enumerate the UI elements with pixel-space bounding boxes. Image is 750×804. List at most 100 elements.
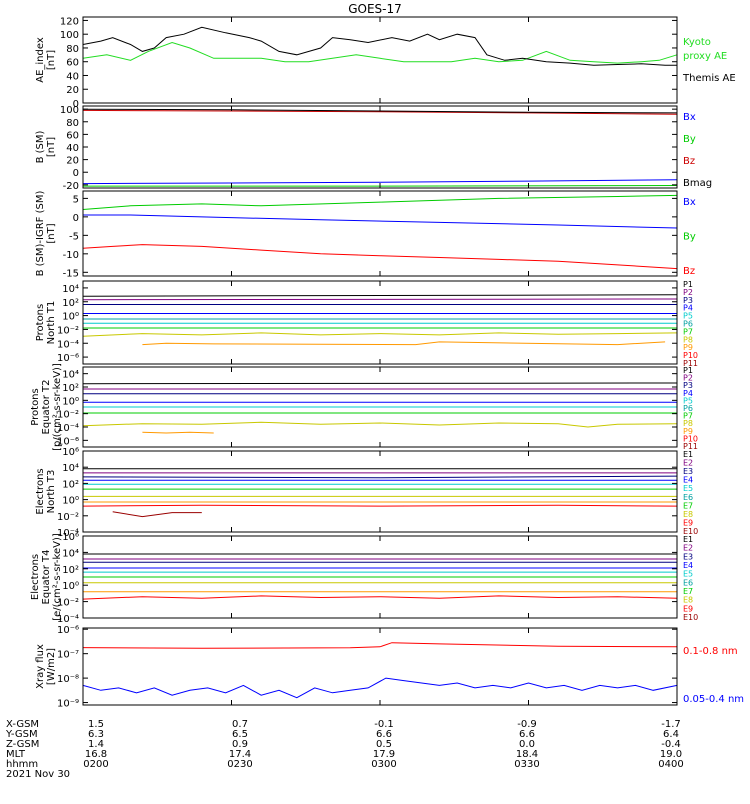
legend-entry: Bx	[683, 112, 696, 123]
legend-entry: E7	[683, 587, 693, 596]
y-axis-label-line: Protons	[30, 388, 41, 425]
panel-frame	[82, 627, 678, 706]
panel-4: 10⁻⁶ 10⁻⁴ 10⁻² 10⁰ 10² 10⁴ ProtonsNorth T1 P1P2…	[35, 280, 698, 368]
legend-entry: E5	[683, 570, 693, 579]
panel-frame	[82, 105, 678, 189]
legend-entry: E7	[683, 501, 693, 510]
y-tick-label: 60	[66, 130, 79, 141]
legend-entry: Bmag	[683, 178, 712, 189]
legend-entry: 0.1-0.8 nm	[683, 646, 738, 657]
y-tick-label: 10⁻²	[57, 598, 79, 609]
legend-entry: E6	[683, 493, 693, 502]
panel-frame	[82, 280, 678, 365]
legend-entry: E10	[683, 613, 698, 622]
y-tick-label: 10⁰	[62, 581, 79, 592]
legend-entry: P1	[683, 366, 693, 375]
y-tick-label: 10⁴	[62, 548, 79, 559]
footer-value: 17.4	[229, 749, 251, 760]
y-tick-label: 20	[66, 156, 79, 167]
series-line-2-3	[82, 109, 678, 115]
y-tick-label: -10	[63, 250, 79, 261]
legend-entry: P8	[683, 419, 693, 428]
footer-value: -0.4	[661, 739, 681, 750]
y-tick-label: 10⁴	[62, 463, 79, 474]
footer-value: 6.6	[519, 729, 535, 740]
series-line-8-1	[82, 642, 678, 649]
legend-entry: By	[683, 134, 696, 145]
footer-value: 0330	[514, 759, 539, 770]
legend-entry: E1	[683, 535, 693, 544]
legend-entry: E10	[683, 527, 698, 536]
legend-entry: P2	[683, 374, 693, 383]
y-tick-label: 10⁻²	[57, 325, 79, 336]
y-tick-label: 10⁴	[62, 370, 79, 381]
y-axis-label-line: [nT]	[46, 137, 57, 157]
y-tick-label: 0	[73, 213, 79, 224]
footer-row-label: X-GSM	[6, 719, 39, 730]
y-axis-label-line: North T1	[46, 301, 57, 345]
legend-entry: Themis AE	[682, 73, 736, 84]
footer-value: 0.9	[232, 739, 248, 750]
series-line-4-8	[82, 332, 678, 337]
legend-entry: Bx	[683, 197, 696, 208]
series-line-4-2	[82, 298, 678, 301]
legend-entry: E2	[683, 544, 693, 553]
legend-entry: By	[683, 232, 696, 243]
y-tick-label: 10⁻²	[57, 512, 79, 523]
y-axis-label: AE_index[nT]	[35, 37, 57, 83]
footer-value: 17.9	[373, 749, 395, 760]
y-tick-label: 10²	[62, 383, 79, 394]
legend-entry: Bz	[683, 266, 695, 277]
y-tick-label: 120	[60, 16, 79, 27]
footer-value: -1.7	[661, 719, 681, 730]
legend-entry: P8	[683, 335, 693, 344]
footer-ephemeris: X-GSM 1.5 0.7 -0.1 -0.9 -1.7 Y-GSM 6.3 6.5 6.6 6.6…	[5, 719, 684, 780]
y-tick-label: 40	[66, 71, 79, 82]
y-tick-label: 10⁻⁹	[57, 699, 79, 710]
y-tick-label: -5	[69, 231, 79, 242]
legend-entry: Kyoto	[683, 37, 711, 48]
y-axis-label: B (SM)[nT]	[35, 130, 57, 163]
series-line-6-3	[82, 475, 678, 479]
y-tick-label: 40	[66, 143, 79, 154]
y-tick-label: 10⁻⁷	[57, 650, 79, 661]
series-line-4-9	[142, 341, 666, 346]
footer-value: 1.5	[88, 719, 104, 730]
legend-entry: E1	[683, 450, 693, 459]
panel-frame	[82, 16, 678, 104]
y-tick-label: 10⁻⁴	[57, 339, 79, 350]
y-axis-label-line: B (SM)-IGRF (SM)	[35, 191, 46, 277]
y-axis-label-line: Equator T2	[41, 380, 52, 435]
series-line-8-2	[82, 677, 678, 699]
y-axis-label-line: [p/(cm²-s-sr-keV)]	[52, 363, 63, 451]
footer-row-label: Y-GSM	[5, 729, 38, 740]
y-axis-label-line: North T3	[46, 470, 57, 514]
footer-value: -0.9	[517, 719, 537, 730]
series-line-1-2	[82, 26, 677, 66]
legend-entry: P3	[683, 381, 693, 390]
series-line-5-7	[82, 421, 678, 428]
y-axis-label-line: [W/m2]	[46, 648, 57, 685]
footer-value: 0300	[371, 759, 396, 770]
y-axis-label-line: [nT]	[46, 50, 57, 70]
y-axis-label-line: Electrons	[30, 554, 41, 600]
y-axis-label: B (SM)-IGRF (SM)[nT]	[35, 191, 57, 277]
y-tick-label: 10⁴	[62, 284, 79, 295]
y-tick-label: -15	[63, 268, 79, 279]
series-line-3-2	[82, 194, 678, 210]
legend-entry: P6	[683, 404, 693, 413]
y-tick-label: 5	[73, 194, 79, 205]
y-tick-label: 10⁻⁴	[57, 614, 79, 625]
y-axis-label-line: [e/(cm²-s-sr-keV)]	[52, 533, 63, 621]
legend-entry: proxy AE	[683, 51, 727, 62]
y-axis-label-line: Xray flux	[35, 644, 46, 689]
legend-entry: E4	[683, 476, 693, 485]
plot-title: GOES-17	[348, 2, 402, 16]
legend-entry: P10	[683, 351, 698, 360]
footer-value: 16.8	[85, 749, 107, 760]
